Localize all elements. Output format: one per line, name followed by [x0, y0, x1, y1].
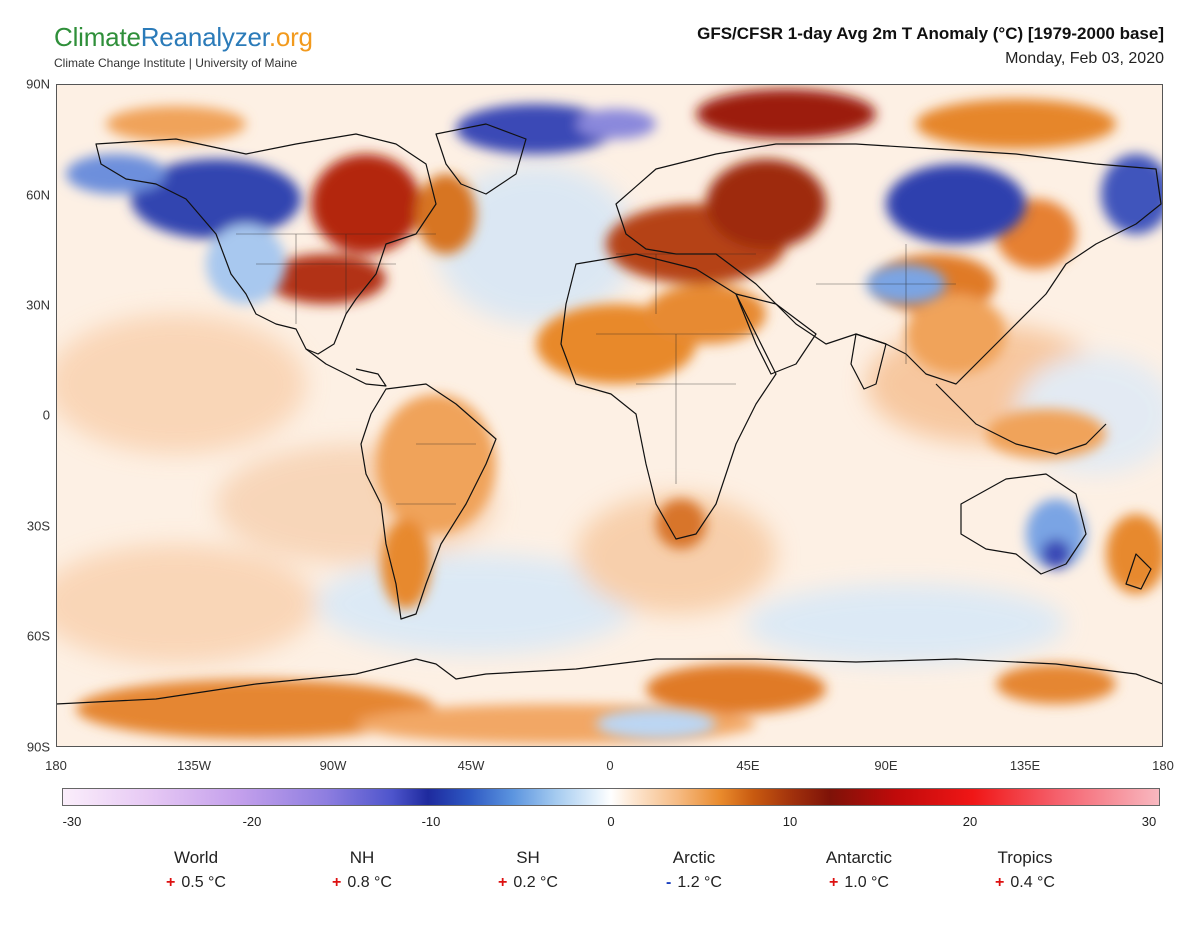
stat-nh: NH +0.8 °C [292, 848, 432, 892]
lon-label-90w: 90W [319, 758, 347, 773]
map-date: Monday, Feb 03, 2020 [1005, 50, 1164, 67]
title-block: GFS/CFSR 1-day Avg 2m T Anomaly (°C) [19… [697, 24, 1164, 68]
lon-label-0: 0 [606, 758, 614, 773]
coast-southeast-asia [935, 383, 1107, 455]
logo-word-reanalyzer: Reanalyzer [140, 22, 269, 52]
stat-label: Antarctic [825, 848, 893, 867]
lat-label-60n: 60N [26, 187, 50, 203]
stat-value: 1.2 °C [677, 874, 722, 891]
stat-tropics: Tropics +0.4 °C [955, 848, 1095, 892]
stat-value: 0.4 °C [1010, 874, 1055, 891]
coast-south-america [360, 383, 497, 620]
coast-india [850, 333, 887, 390]
cool-anomalies [66, 104, 1163, 739]
stat-sign: - [666, 874, 672, 891]
lon-label-90e: 90E [874, 758, 898, 773]
stat-sign: + [995, 874, 1005, 891]
map-title: GFS/CFSR 1-day Avg 2m T Anomaly (°C) [19… [697, 24, 1164, 43]
stat-value: 1.0 °C [844, 874, 889, 891]
coast-eurasia [615, 143, 1162, 385]
stat-label: NH [349, 848, 375, 867]
stat-sign: + [498, 874, 508, 891]
coast-greenland [435, 123, 527, 195]
country-borders [236, 233, 956, 505]
lat-label-90n: 90N [26, 76, 50, 92]
lon-label-180w: 180 [45, 758, 67, 773]
stat-label: Tropics [997, 848, 1053, 867]
stat-label: Arctic [672, 848, 716, 867]
climate-reanalyzer-logo[interactable]: ClimateReanalyzer.org Climate Change Ins… [54, 22, 313, 70]
lat-label-0: 0 [42, 407, 50, 423]
colorbar-tick-minus10: -10 [421, 814, 441, 829]
stat-arctic: Arctic -1.2 °C [624, 848, 764, 892]
coast-new-zealand [1125, 553, 1152, 590]
colorbar-tick-30: 30 [1141, 814, 1157, 829]
lat-label-30s: 30S [26, 518, 50, 534]
stat-value: 0.2 °C [513, 874, 558, 891]
warm-anomalies [76, 89, 1163, 744]
anomaly-map [56, 84, 1163, 747]
stat-sign: + [829, 874, 839, 891]
logo-word-org: .org [268, 22, 313, 52]
colorbar-tick-0: 0 [607, 814, 615, 829]
stat-sh: SH +0.2 °C [458, 848, 598, 892]
coast-antarctica [56, 658, 1163, 705]
stat-value: 0.5 °C [181, 874, 226, 891]
lon-label-135w: 135W [177, 758, 211, 773]
logo-word-climate: Climate [54, 22, 141, 52]
coast-australia [960, 473, 1087, 575]
colorbar-tick-minus20: -20 [242, 814, 262, 829]
lon-label-135e: 135E [1009, 758, 1041, 773]
stat-antarctic: Antarctic +1.0 °C [789, 848, 929, 892]
lon-label-180e: 180 [1152, 758, 1174, 773]
coast-central-america [305, 348, 387, 387]
colorbar-tick-minus30: -30 [62, 814, 82, 829]
colorbar-tick-20: 20 [962, 814, 978, 829]
coast-arabia [735, 293, 817, 375]
lat-label-30n: 30N [26, 297, 50, 313]
stat-label: SH [516, 848, 540, 867]
stat-sign: + [166, 874, 176, 891]
logo-subtitle: Climate Change Institute | University of… [54, 56, 298, 70]
stat-label: World [173, 848, 219, 867]
colorbar-tick-10: 10 [782, 814, 798, 829]
lat-label-90s: 90S [26, 739, 50, 755]
coast-north-america [95, 133, 437, 355]
stat-world: World +0.5 °C [126, 848, 266, 892]
coastlines [56, 123, 1163, 705]
stat-value: 0.8 °C [347, 874, 392, 891]
logo-wordmark: ClimateReanalyzer.org [54, 22, 313, 52]
lon-label-45w: 45W [457, 758, 485, 773]
lat-label-60s: 60S [26, 628, 50, 644]
stat-sign: + [332, 874, 342, 891]
lon-label-45e: 45E [736, 758, 760, 773]
colorbar [62, 788, 1160, 806]
